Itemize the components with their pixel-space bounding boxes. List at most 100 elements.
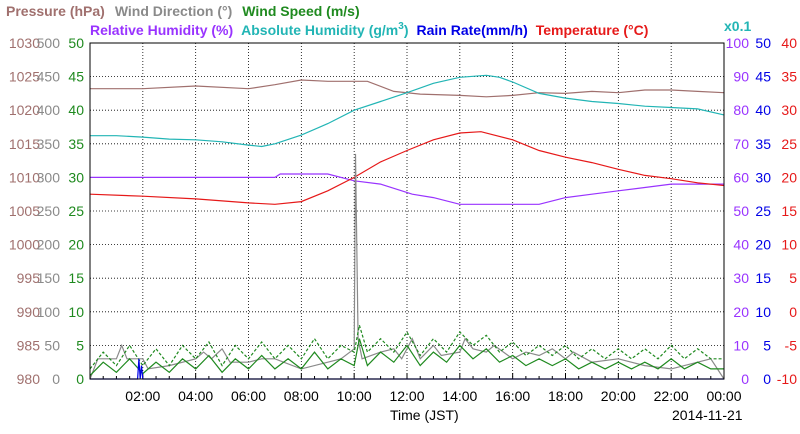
y-tick-label-pressure: 1010 <box>9 169 40 185</box>
y-tick-label-wind_direction: 350 <box>37 136 61 152</box>
y-tick-label-relative_humidity: 90 <box>733 69 749 85</box>
y-tick-label-temperature: 25 <box>781 136 797 152</box>
y-tick-label-rain_rate: 50 <box>755 35 771 51</box>
y-tick-label-pressure: 980 <box>17 371 41 387</box>
y-tick-label-wind_direction: 0 <box>52 371 60 387</box>
y-tick-label-wind_speed: 10 <box>68 304 84 320</box>
legend-absolute_humidity: Absolute Humidity (g/m3) <box>241 21 408 38</box>
x-tick-label: 14:00 <box>442 388 477 404</box>
y-tick-label-wind_speed: 35 <box>68 136 84 152</box>
y-tick-label-wind_speed: 0 <box>76 371 84 387</box>
y-tick-label-pressure: 1020 <box>9 102 40 118</box>
y-tick-label-pressure: 1005 <box>9 203 40 219</box>
y-tick-label-pressure: 995 <box>17 270 41 286</box>
y-tick-label-wind_speed: 25 <box>68 203 84 219</box>
x-tick-label: 18:00 <box>548 388 583 404</box>
legend-relative_humidity: Relative Humidity (%) <box>90 22 233 38</box>
y-tick-label-wind_direction: 100 <box>37 304 61 320</box>
y-tick-label-rain_rate: 40 <box>755 102 771 118</box>
y-tick-label-temperature: 15 <box>781 203 797 219</box>
x-tick-label: 06:00 <box>231 388 266 404</box>
legend: Pressure (hPa) Wind Direction (°) Wind Spe… <box>6 3 751 38</box>
y-tick-label-rain_rate: 25 <box>755 203 771 219</box>
y-tick-label-pressure: 1025 <box>9 69 40 85</box>
plot-grid <box>89 42 725 380</box>
y-tick-label-wind_direction: 500 <box>37 35 61 51</box>
y-tick-label-wind_speed: 30 <box>68 169 84 185</box>
y-tick-label-pressure: 990 <box>17 304 41 320</box>
x-tick-label: 10:00 <box>337 388 372 404</box>
y-tick-label-rain_rate: 20 <box>755 237 771 253</box>
y-tick-label-rain_rate: 15 <box>755 270 771 286</box>
x-tick-label: 02:00 <box>125 388 160 404</box>
y-tick-label-pressure: 1015 <box>9 136 40 152</box>
y-tick-label-pressure: 1000 <box>9 237 40 253</box>
y-tick-label-rain_rate: 0 <box>763 371 771 387</box>
x-tick-label: 12:00 <box>389 388 424 404</box>
y-tick-label-wind_speed: 50 <box>68 35 84 51</box>
y-tick-label-rain_rate: 30 <box>755 169 771 185</box>
y-tick-label-temperature: 10 <box>781 237 797 253</box>
legend-wind_direction: Wind Direction (°) <box>115 3 232 19</box>
y-tick-label-wind_direction: 150 <box>37 270 61 286</box>
y-tick-label-relative_humidity: 10 <box>733 337 749 353</box>
y-tick-label-relative_humidity: 50 <box>733 203 749 219</box>
axis-labels: 1030102510201015101010051000995990985980… <box>9 35 797 404</box>
y-tick-label-temperature: 35 <box>781 69 797 85</box>
legend-rain_rate: Rain Rate(mm/h) <box>417 22 528 38</box>
legend-temperature: Temperature (°C) <box>536 22 649 38</box>
series-line-wind_speed <box>89 325 724 370</box>
y-tick-label-wind_speed: 20 <box>68 237 84 253</box>
series-line-wind_direction <box>89 153 725 380</box>
absolute-humidity-scale-note: x0.1 <box>724 18 751 34</box>
x-axis-label: Time (JST) <box>390 407 459 423</box>
series-line-pressure <box>90 79 725 98</box>
y-tick-label-temperature: 0 <box>789 304 797 320</box>
y-tick-label-wind_speed: 45 <box>68 69 84 85</box>
x-tick-label: 22:00 <box>654 388 689 404</box>
y-tick-label-rain_rate: 35 <box>755 136 771 152</box>
y-tick-label-rain_rate: 45 <box>755 69 771 85</box>
y-tick-label-rain_rate: 10 <box>755 304 771 320</box>
y-tick-label-relative_humidity: 70 <box>733 136 749 152</box>
y-tick-label-wind_direction: 250 <box>37 203 61 219</box>
y-tick-label-wind_speed: 5 <box>76 337 84 353</box>
y-tick-label-pressure: 985 <box>17 337 41 353</box>
y-tick-label-relative_humidity: 40 <box>733 237 749 253</box>
y-tick-label-wind_direction: 400 <box>37 102 61 118</box>
y-tick-label-relative_humidity: 60 <box>733 169 749 185</box>
x-tick-label: 00:00 <box>706 388 741 404</box>
y-tick-label-wind_direction: 450 <box>37 69 61 85</box>
y-tick-label-pressure: 1030 <box>9 35 40 51</box>
y-tick-label-rain_rate: 5 <box>763 337 771 353</box>
y-tick-label-wind_speed: 15 <box>68 270 84 286</box>
series-line-wind_speed <box>89 338 724 377</box>
y-tick-label-wind_direction: 200 <box>37 237 61 253</box>
series-line-wind_speed <box>90 74 725 148</box>
y-tick-label-relative_humidity: 80 <box>733 102 749 118</box>
date-label: 2014-11-21 <box>672 407 743 423</box>
legend-pressure: Pressure (hPa) <box>6 3 105 19</box>
y-tick-label-temperature: 5 <box>789 270 797 286</box>
y-tick-label-relative_humidity: 100 <box>726 35 750 51</box>
y-tick-label-temperature: 30 <box>781 102 797 118</box>
x-tick-label: 04:00 <box>178 388 213 404</box>
y-tick-label-relative_humidity: 30 <box>733 270 749 286</box>
y-tick-label-wind_direction: 300 <box>37 169 61 185</box>
y-tick-label-relative_humidity: 20 <box>733 304 749 320</box>
y-tick-label-relative_humidity: 0 <box>741 371 749 387</box>
x-tick-label: 08:00 <box>284 388 319 404</box>
legend-wind_speed: Wind Speed (m/s) <box>242 3 359 19</box>
series-line-relative_humidity <box>90 173 724 205</box>
x-tick-label: 16:00 <box>495 388 530 404</box>
y-tick-label-wind_speed: 40 <box>68 102 84 118</box>
y-tick-label-temperature: 40 <box>781 35 797 51</box>
y-tick-label-temperature: 20 <box>781 169 797 185</box>
y-tick-label-wind_direction: 50 <box>44 337 60 353</box>
series-line-temperature <box>89 131 725 205</box>
plot-series <box>89 74 725 380</box>
y-tick-label-temperature: -10 <box>777 371 797 387</box>
plot-frame <box>89 42 725 380</box>
y-tick-label-temperature: -5 <box>785 337 798 353</box>
